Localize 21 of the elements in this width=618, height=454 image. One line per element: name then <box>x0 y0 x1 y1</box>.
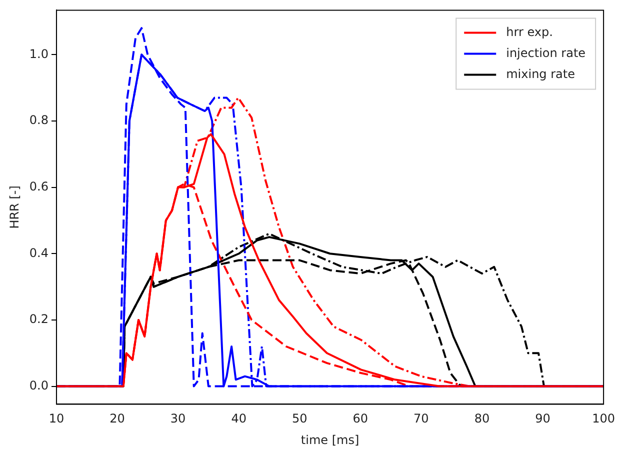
y-tick-label: 0.4 <box>29 246 48 260</box>
y-tick-label: 0.2 <box>29 312 48 326</box>
y-tick-label: 0.8 <box>29 113 48 128</box>
legend-label: mixing rate <box>506 66 575 81</box>
x-tick-label: 40 <box>231 412 246 426</box>
y-tick-label: 1.0 <box>29 46 48 61</box>
x-tick-label: 100 <box>592 412 615 426</box>
y-axis-title: HRR [-] <box>7 186 22 229</box>
x-tick-label: 80 <box>474 412 490 426</box>
x-tick-label: 30 <box>170 412 186 426</box>
y-tick-label: 0.0 <box>29 378 48 392</box>
x-tick-label: 10 <box>48 412 64 426</box>
x-tick-label: 90 <box>535 412 550 426</box>
y-tick-label: 0.6 <box>29 179 48 194</box>
x-tick-label: 70 <box>414 412 429 426</box>
legend-label: hrr exp. <box>506 24 553 39</box>
x-axis-title: time [ms] <box>300 432 360 447</box>
x-tick-label: 20 <box>110 412 125 426</box>
x-tick-label: 50 <box>292 412 308 426</box>
legend-label: injection rate <box>506 46 586 60</box>
x-tick-label: 60 <box>352 412 368 426</box>
